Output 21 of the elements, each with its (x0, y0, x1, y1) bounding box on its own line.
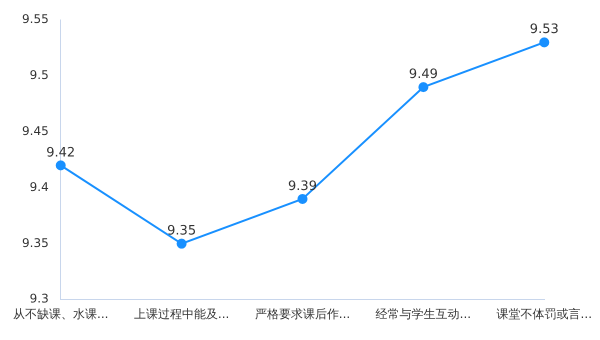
data-label: 9.53 (530, 22, 559, 38)
data-label: 9.42 (46, 145, 76, 160)
y-tick-label: 9.4 (30, 180, 49, 194)
y-tick-label: 9.35 (22, 236, 49, 250)
y-tick-label: 9.5 (30, 68, 49, 82)
x-tick-label: 从不缺课、水课... (12, 306, 108, 321)
point (298, 194, 308, 204)
data-label: 9.49 (408, 66, 438, 82)
x-tick-label: 课堂不体罚或言... (496, 306, 592, 321)
data-label: 9.39 (288, 178, 317, 194)
y-tick-label: 9.3 (30, 292, 49, 306)
y-tick-label: 9.55 (22, 12, 49, 26)
point (418, 82, 428, 92)
data-label: 9.35 (167, 224, 196, 239)
x-tick-label: 上课过程中能及... (134, 306, 230, 321)
point (539, 37, 550, 48)
y-tick-label: 9.45 (22, 124, 49, 138)
point (56, 160, 66, 170)
x-tick-label: 严格要求课后作... (254, 306, 350, 321)
x-tick-label: 经常与学生互动... (376, 306, 472, 321)
point (176, 238, 187, 249)
